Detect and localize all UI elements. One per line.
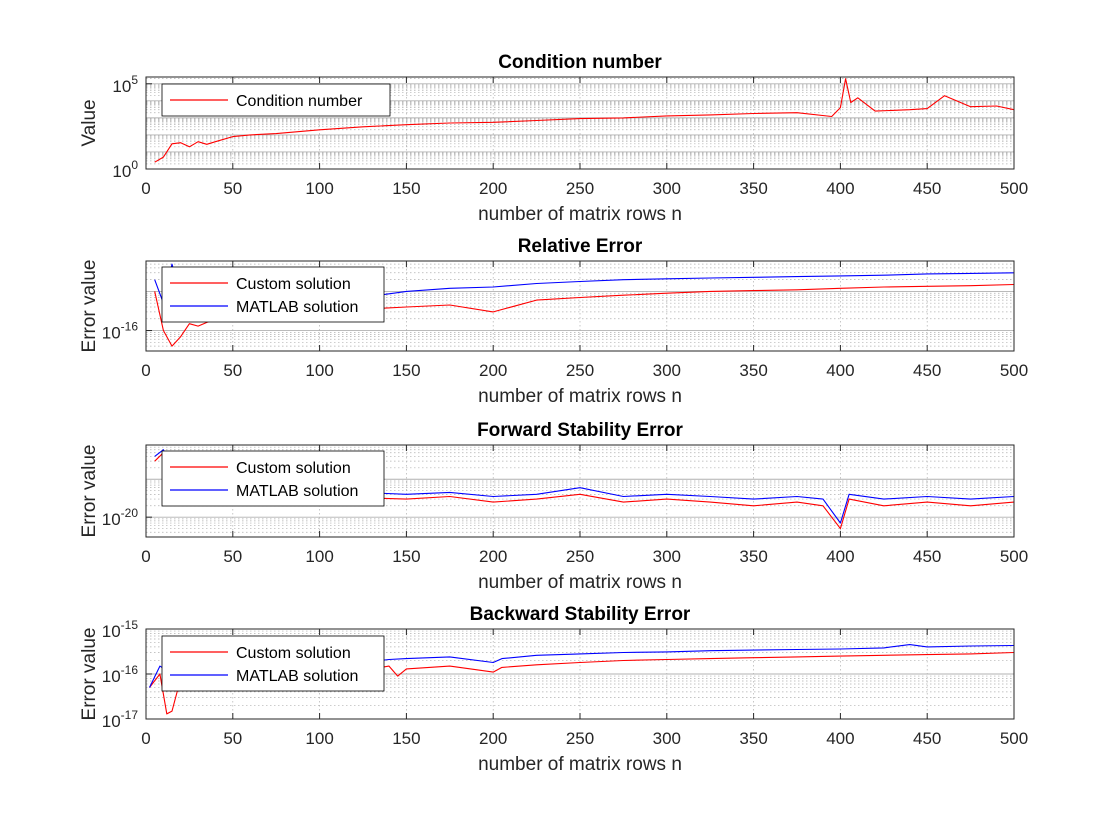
legend-label: MATLAB solution bbox=[236, 483, 358, 500]
legend-box bbox=[161, 635, 385, 692]
y-axis-label: Error value bbox=[79, 445, 100, 538]
y-tick-exponent: -16 bbox=[121, 320, 139, 334]
x-tick-label: 400 bbox=[826, 729, 854, 748]
x-tick-label: 300 bbox=[653, 179, 681, 198]
x-tick-label: 100 bbox=[305, 179, 333, 198]
legend-label: Custom solution bbox=[236, 276, 351, 293]
x-tick-label: 450 bbox=[913, 547, 941, 566]
subplot-1: 0 50 100 150 200 250 300 350 400 450 500100105Cond… bbox=[79, 52, 1028, 225]
x-tick-label: 50 bbox=[223, 179, 242, 198]
x-tick-label: 150 bbox=[392, 361, 420, 380]
legend-box bbox=[161, 450, 385, 507]
legend-box bbox=[161, 266, 385, 323]
x-tick-label: 500 bbox=[1000, 179, 1028, 198]
subplot-2: 0 50 100 150 200 250 300 350 400 450 500 10-16 Relat… bbox=[79, 236, 1028, 407]
x-tick-label: 200 bbox=[479, 179, 507, 198]
y-tick-base: 10 bbox=[112, 162, 131, 181]
x-tick-label: 50 bbox=[223, 547, 242, 566]
x-tick-label: 200 bbox=[479, 729, 507, 748]
y-tick-base: 10 bbox=[102, 667, 121, 686]
y-axis-label: Value bbox=[79, 99, 100, 146]
legend-label: Custom solution bbox=[236, 645, 351, 662]
x-axis-label: number of matrix rows n bbox=[478, 754, 682, 775]
x-tick-label: 300 bbox=[653, 729, 681, 748]
legend-label: MATLAB solution bbox=[236, 668, 358, 685]
y-tick-exponent: -20 bbox=[121, 506, 139, 520]
x-tick-label: 100 bbox=[305, 547, 333, 566]
chart-title: Condition number bbox=[498, 52, 662, 73]
subplot-4: 0 50 100 150 200 250 300 350 400 450 50010-1710-16… bbox=[79, 604, 1028, 775]
x-tick-label: 150 bbox=[392, 179, 420, 198]
x-tick-label: 300 bbox=[653, 361, 681, 380]
x-tick-label: 250 bbox=[566, 361, 594, 380]
series-line-custom-solution bbox=[154, 283, 1015, 347]
x-tick-label: 400 bbox=[826, 547, 854, 566]
x-tick-label: 350 bbox=[739, 179, 767, 198]
x-tick-label: 50 bbox=[223, 729, 242, 748]
legend: Custom solution MATLAB solution bbox=[161, 635, 385, 692]
series-line-condition-number bbox=[154, 78, 1015, 163]
x-tick-label: 400 bbox=[826, 179, 854, 198]
x-tick-label: 50 bbox=[223, 361, 242, 380]
subplot-3: 0 50 100 150 200 250 300 350 400 450 500 10-20 Forwa… bbox=[79, 420, 1028, 593]
y-tick-base: 10 bbox=[112, 77, 131, 96]
chart-title: Backward Stability Error bbox=[470, 604, 691, 625]
y-tick-label: 105 bbox=[112, 73, 138, 96]
x-tick-label: 500 bbox=[1000, 361, 1028, 380]
x-tick-label: 150 bbox=[392, 729, 420, 748]
x-tick-label: 500 bbox=[1000, 729, 1028, 748]
x-tick-label: 500 bbox=[1000, 547, 1028, 566]
x-tick-label: 0 bbox=[141, 729, 150, 748]
y-tick-exponent: -15 bbox=[121, 618, 139, 632]
y-tick-base: 10 bbox=[102, 622, 121, 641]
y-tick-label: 10-20 bbox=[102, 506, 139, 529]
x-tick-label: 350 bbox=[739, 729, 767, 748]
x-tick-label: 0 bbox=[141, 361, 150, 380]
legend-label: Condition number bbox=[236, 93, 363, 110]
x-axis-label: number of matrix rows n bbox=[478, 572, 682, 593]
y-axis-label: Error value bbox=[79, 628, 100, 721]
x-tick-label: 100 bbox=[305, 361, 333, 380]
x-tick-label: 250 bbox=[566, 729, 594, 748]
x-tick-label: 250 bbox=[566, 547, 594, 566]
x-tick-label: 0 bbox=[141, 547, 150, 566]
x-tick-label: 200 bbox=[479, 361, 507, 380]
x-tick-label: 450 bbox=[913, 179, 941, 198]
y-tick-label: 10-15 bbox=[102, 618, 139, 641]
chart-title: Relative Error bbox=[518, 236, 643, 257]
x-tick-label: 400 bbox=[826, 361, 854, 380]
legend: Custom solution MATLAB solution bbox=[161, 266, 385, 323]
legend-label: Custom solution bbox=[236, 460, 351, 477]
y-tick-exponent: -17 bbox=[121, 708, 139, 722]
x-axis-label: number of matrix rows n bbox=[478, 386, 682, 407]
legend-label: MATLAB solution bbox=[236, 299, 358, 316]
chart-title: Forward Stability Error bbox=[477, 420, 683, 441]
x-tick-label: 100 bbox=[305, 729, 333, 748]
y-tick-exponent: -16 bbox=[121, 663, 139, 677]
y-tick-label: 10-16 bbox=[102, 320, 139, 343]
y-tick-label: 100 bbox=[112, 158, 138, 181]
x-tick-label: 350 bbox=[739, 547, 767, 566]
x-tick-label: 0 bbox=[141, 179, 150, 198]
x-axis-label: number of matrix rows n bbox=[478, 204, 682, 225]
y-tick-exponent: 5 bbox=[131, 73, 138, 87]
y-tick-base: 10 bbox=[102, 324, 121, 343]
legend: Condition number bbox=[161, 83, 391, 117]
x-tick-label: 250 bbox=[566, 179, 594, 198]
y-tick-label: 10-17 bbox=[102, 708, 139, 731]
y-axis-label: Error value bbox=[79, 260, 100, 353]
y-tick-base: 10 bbox=[102, 712, 121, 731]
y-tick-base: 10 bbox=[102, 510, 121, 529]
y-tick-exponent: 0 bbox=[131, 158, 138, 172]
x-tick-label: 450 bbox=[913, 361, 941, 380]
x-tick-label: 150 bbox=[392, 547, 420, 566]
x-tick-label: 350 bbox=[739, 361, 767, 380]
x-tick-label: 300 bbox=[653, 547, 681, 566]
x-tick-label: 200 bbox=[479, 547, 507, 566]
x-tick-label: 450 bbox=[913, 729, 941, 748]
y-tick-label: 10-16 bbox=[102, 663, 139, 686]
legend: Custom solution MATLAB solution bbox=[161, 450, 385, 507]
